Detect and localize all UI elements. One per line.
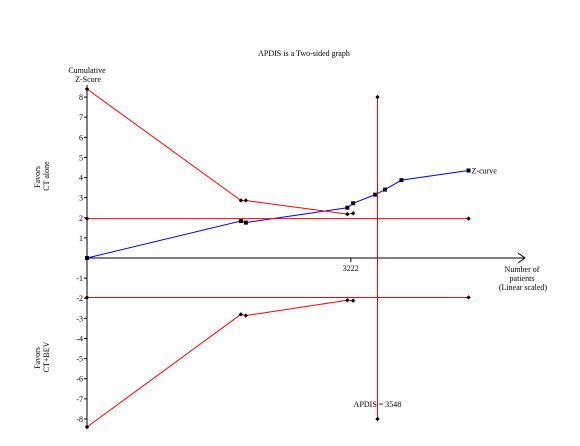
point-upper-conventional bbox=[84, 216, 90, 221]
y-tick-label: 2 bbox=[79, 214, 83, 223]
series-line-upper-boundary bbox=[86, 88, 354, 215]
apdis-label: APDIS = 3548 bbox=[354, 400, 402, 409]
y-tick-label: 1 bbox=[79, 234, 83, 243]
side-label-top: Favors CT alone bbox=[33, 161, 51, 191]
x-axis-label-line: Number of bbox=[505, 265, 540, 274]
point-upper-boundary bbox=[345, 211, 350, 217]
x-axis-label: Number of patients (Linear scaled) bbox=[499, 265, 548, 292]
series-label-zcurve: Z-curve bbox=[472, 167, 498, 176]
y-tick-label: -3 bbox=[76, 314, 83, 323]
point-lower-conventional bbox=[466, 295, 471, 300]
side-label-bottom-line: Favors bbox=[33, 347, 42, 369]
point-zcurve bbox=[383, 187, 388, 192]
x-tick-label: 3222 bbox=[343, 264, 359, 273]
series-line-lower-boundary bbox=[86, 299, 354, 428]
point-upper-boundary bbox=[238, 198, 244, 203]
side-label-top-line: CT alone bbox=[42, 161, 51, 191]
point-upper-boundary bbox=[243, 198, 249, 203]
y-tick-label: -7 bbox=[76, 395, 83, 404]
y-tick-label: -6 bbox=[76, 375, 83, 384]
point-zcurve bbox=[466, 168, 471, 173]
point-zcurve bbox=[399, 178, 404, 183]
y-tick-label: 5 bbox=[79, 153, 83, 162]
point-zcurve bbox=[345, 205, 350, 210]
y-tick-label: 6 bbox=[79, 133, 83, 142]
x-axis-arrow bbox=[517, 252, 526, 264]
y-tick-label: -8 bbox=[76, 415, 83, 424]
side-label-bottom: Favors CT+BEV bbox=[33, 341, 51, 372]
point-apdis-line bbox=[375, 416, 380, 422]
point-upper-boundary bbox=[84, 86, 90, 92]
point-lower-conventional bbox=[84, 295, 90, 300]
y-tick-label: -5 bbox=[76, 355, 83, 364]
point-zcurve bbox=[351, 201, 356, 206]
y-tick-label: 3 bbox=[79, 194, 83, 203]
y-tick-label: 8 bbox=[79, 93, 83, 102]
point-zcurve bbox=[373, 192, 378, 197]
y-tick-label: 4 bbox=[79, 174, 83, 183]
point-lower-boundary bbox=[243, 313, 249, 318]
y-tick-label: -2 bbox=[76, 294, 83, 303]
point-zcurve bbox=[85, 256, 89, 261]
chart-marks: 8 7 6 5 4 3 2 1 -1 -2 -3 -4 -5 -6 -7 -8 3222 bbox=[76, 85, 526, 430]
x-axis-label-line: (Linear scaled) bbox=[499, 283, 548, 292]
y-axis-label-line: Z-Score bbox=[75, 75, 101, 84]
point-zcurve bbox=[243, 220, 248, 225]
x-axis-label-line: patients bbox=[510, 274, 535, 283]
side-label-bottom-line: CT+BEV bbox=[42, 341, 51, 372]
point-lower-boundary bbox=[345, 298, 350, 303]
point-lower-boundary bbox=[84, 424, 90, 430]
y-tick-label: -4 bbox=[76, 334, 83, 343]
chart-title: APDIS is a Two-sided graph bbox=[258, 49, 350, 58]
y-axis-label-line: Cumulative bbox=[68, 66, 106, 75]
point-apdis-line bbox=[375, 94, 380, 100]
y-tick-label: 7 bbox=[79, 113, 83, 122]
point-upper-conventional bbox=[466, 216, 471, 221]
y-axis-label: Cumulative Z-Score bbox=[68, 66, 107, 84]
point-lower-boundary bbox=[350, 298, 356, 303]
point-upper-boundary bbox=[350, 211, 356, 216]
side-label-top-line: Favors bbox=[33, 166, 42, 188]
y-tick-label: -1 bbox=[76, 274, 83, 283]
series-line-zcurve bbox=[86, 170, 469, 259]
point-lower-boundary bbox=[238, 312, 244, 317]
point-zcurve bbox=[238, 218, 243, 223]
